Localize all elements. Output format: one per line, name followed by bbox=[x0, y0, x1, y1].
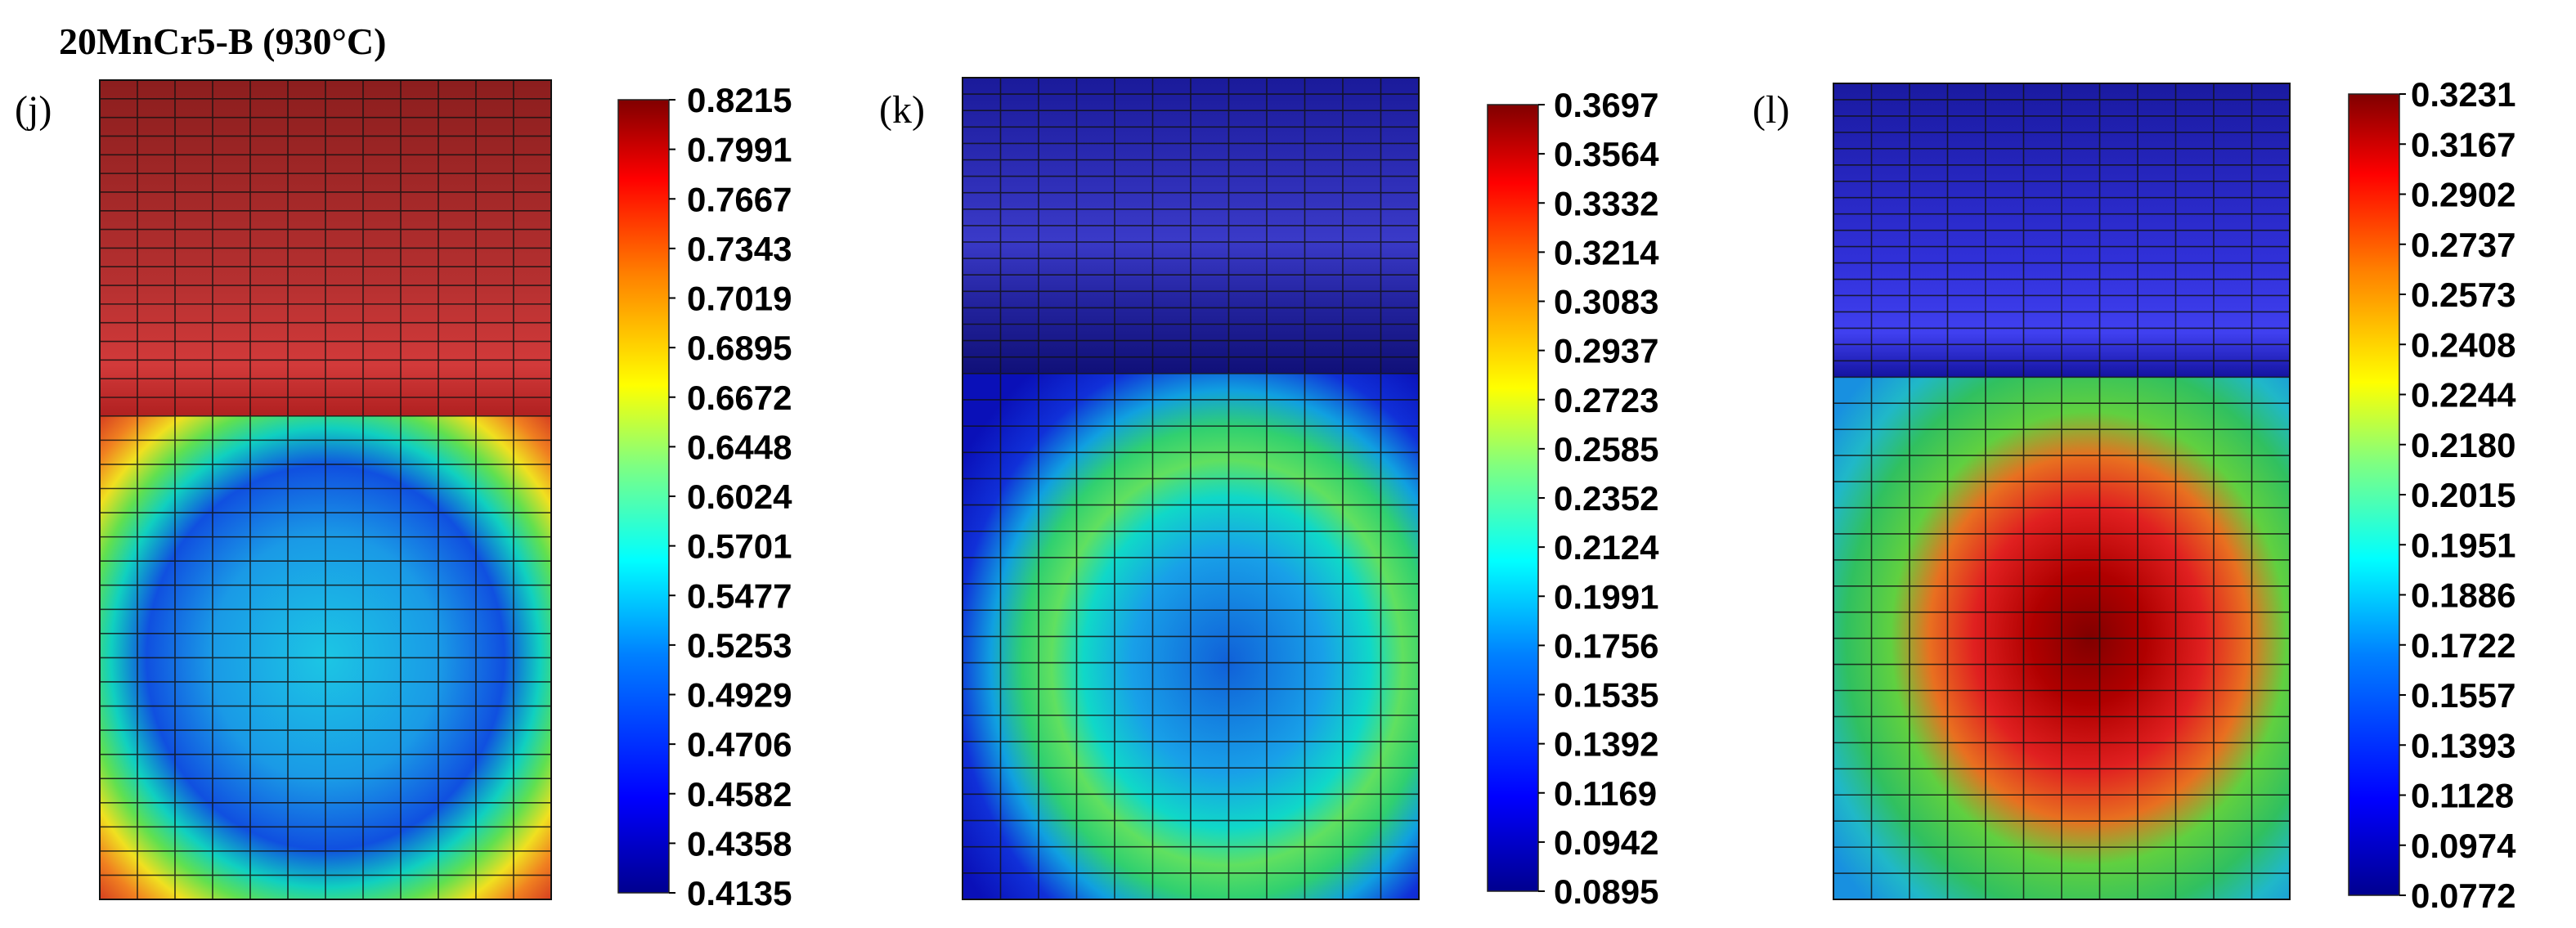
colorbar-tick-label: 0.2937 bbox=[1554, 332, 1658, 370]
colorbar-tick-label: 0.2408 bbox=[2411, 325, 2515, 364]
colorbar bbox=[617, 99, 670, 894]
colorbar-tick-label: 0.7991 bbox=[687, 131, 792, 169]
colorbar-tick-label: 0.1886 bbox=[2411, 576, 2515, 615]
colorbar-tick-label: 0.0942 bbox=[1554, 823, 1658, 862]
colorbar-tick-label: 0.4582 bbox=[687, 775, 792, 814]
colorbar-tick-label: 0.1756 bbox=[1554, 626, 1658, 665]
colorbar-tick-label: 0.2585 bbox=[1554, 430, 1658, 468]
colorbar bbox=[2348, 93, 2400, 896]
colorbar-tick-label: 0.3332 bbox=[1554, 184, 1658, 222]
colorbar-tick-label: 0.1393 bbox=[2411, 726, 2515, 764]
colorbar-tick-label: 0.3214 bbox=[1554, 233, 1659, 271]
colorbar-tick-label: 0.0895 bbox=[1554, 872, 1658, 911]
mesh-grid bbox=[1833, 83, 2290, 899]
colorbar-tick-label: 0.1991 bbox=[1554, 577, 1658, 616]
colorbar-tick-label: 0.6672 bbox=[687, 379, 792, 417]
colorbar-tick-label: 0.2124 bbox=[1554, 528, 1659, 567]
panel-label: (l) bbox=[1752, 88, 1789, 132]
panel-l: (l) 0.3231 0.3167 0.2902 0.2737 0.2573 0.2408 0… bbox=[1752, 75, 2516, 915]
colorbar-tick-label: 0.8215 bbox=[687, 81, 792, 119]
colorbar-tick-label: 0.2015 bbox=[2411, 476, 2515, 514]
colorbar-tick-label: 0.2723 bbox=[1554, 381, 1658, 419]
colorbar-tick-label: 0.3231 bbox=[2411, 75, 2515, 114]
colorbar-tick-label: 0.7343 bbox=[687, 230, 792, 268]
colorbar-tick-label: 0.6024 bbox=[687, 477, 792, 516]
map-border bbox=[99, 79, 552, 900]
panels: (j) 0.8215 0.7991 0.7667 0.7343 0.7019 0.6895 0… bbox=[15, 75, 2516, 915]
colorbar-tick-label: 0.1951 bbox=[2411, 526, 2515, 564]
colorbar-tick-label: 0.1535 bbox=[1554, 676, 1658, 715]
colorbar-tick-label: 0.7667 bbox=[687, 180, 792, 218]
figure-title: 20MnCr5-B (930°C) bbox=[59, 20, 386, 62]
colorbar-tick-label: 0.3167 bbox=[2411, 125, 2515, 164]
map-border bbox=[962, 77, 1420, 900]
map-border bbox=[1833, 83, 2291, 900]
colorbar-tick-label: 0.2737 bbox=[2411, 226, 2515, 264]
colorbar-tick-label: 0.5701 bbox=[687, 527, 792, 566]
colorbar-tick-label: 0.4135 bbox=[687, 874, 792, 912]
colorbar-tick-label: 0.2180 bbox=[2411, 426, 2515, 464]
colorbar-tick-label: 0.0772 bbox=[2411, 876, 2515, 915]
colorbar bbox=[1487, 104, 1539, 892]
colorbar-tick-label: 0.2352 bbox=[1554, 479, 1658, 518]
colorbar-tick-label: 0.5253 bbox=[687, 626, 792, 665]
mesh-grid bbox=[100, 80, 551, 899]
colorbar-tick-label: 0.4929 bbox=[687, 676, 792, 715]
panel-k: (k) 0.3697 0.3564 0.3332 0.3214 0.3083 0.2937 0… bbox=[879, 77, 1659, 911]
colorbar-tick-label: 0.4706 bbox=[687, 725, 792, 764]
colorbar-tick-label: 0.1169 bbox=[1554, 774, 1657, 813]
panel-label: (k) bbox=[879, 88, 925, 132]
colorbar-tick-label: 0.1392 bbox=[1554, 725, 1658, 764]
mesh-grid bbox=[963, 78, 1419, 899]
colorbar-tick-label: 0.2573 bbox=[2411, 276, 2515, 314]
colorbar-tick-label: 0.7019 bbox=[687, 280, 792, 318]
colorbar-tick-label: 0.0974 bbox=[2411, 827, 2516, 865]
colorbar-tick-label: 0.2902 bbox=[2411, 176, 2515, 214]
colorbar-tick-label: 0.3564 bbox=[1554, 135, 1659, 173]
colorbar-tick-label: 0.2244 bbox=[2411, 376, 2516, 415]
colorbar-tick-label: 0.6448 bbox=[687, 428, 792, 466]
colorbar-tick-label: 0.5477 bbox=[687, 576, 792, 615]
colorbar-tick-label: 0.1722 bbox=[2411, 626, 2515, 665]
colorbar-tick-label: 0.3083 bbox=[1554, 283, 1658, 321]
panel-j: (j) 0.8215 0.7991 0.7667 0.7343 0.7019 0.6895 0… bbox=[15, 79, 792, 912]
colorbar-tick-label: 0.3697 bbox=[1554, 86, 1658, 124]
colorbar-tick-label: 0.1557 bbox=[2411, 676, 2515, 715]
colorbar-tick-label: 0.6895 bbox=[687, 329, 792, 367]
panel-label: (j) bbox=[15, 88, 52, 132]
colorbar-tick-label: 0.1128 bbox=[2411, 777, 2514, 815]
colorbar-tick-label: 0.4358 bbox=[687, 824, 792, 863]
